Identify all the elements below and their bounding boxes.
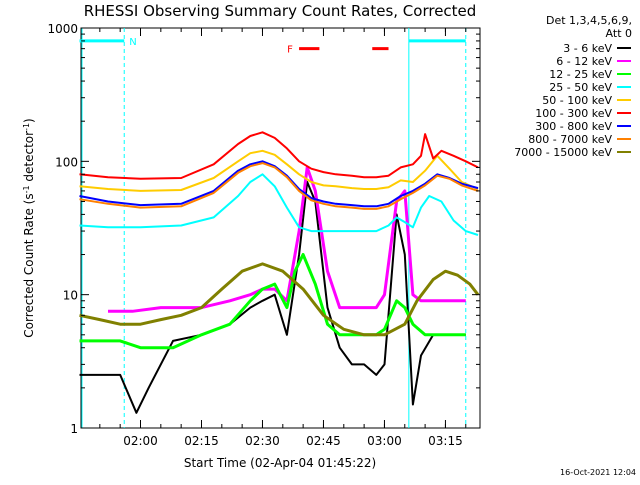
chart-title: RHESSI Observing Summary Count Rates, Co… bbox=[84, 2, 477, 20]
legend-label: 25 - 50 keV bbox=[549, 81, 612, 94]
series-line-3 bbox=[79, 253, 466, 350]
series-layer bbox=[79, 131, 480, 414]
legend-label: 7000 - 15000 keV bbox=[514, 146, 612, 159]
x-tick-label: 02:30 bbox=[245, 434, 280, 448]
plot-frame bbox=[80, 27, 481, 429]
x-tick-label: 02:00 bbox=[123, 434, 158, 448]
legend-label: 3 - 6 keV bbox=[563, 42, 612, 55]
y-tick-label: 100 bbox=[55, 155, 78, 169]
x-tick-label: 03:00 bbox=[367, 434, 402, 448]
x-tick-label: 02:15 bbox=[184, 434, 219, 448]
x-tick-label: 02:45 bbox=[306, 434, 341, 448]
legend-label: 100 - 300 keV bbox=[535, 107, 612, 120]
interval-label: F bbox=[287, 45, 293, 56]
x-axis-label: Start Time (02-Apr-04 01:45:22) bbox=[184, 456, 376, 470]
legend-label: 300 - 800 keV bbox=[535, 120, 612, 133]
legend-label: 800 - 7000 keV bbox=[528, 133, 612, 146]
axes-layer: 02:00 02:15 02:30 02:45 03:00 03:15 1 10 100 1000 bbox=[47, 22, 480, 448]
y-tick-label: 1 bbox=[70, 422, 78, 436]
y-tick-label: 1000 bbox=[47, 22, 78, 36]
series-line-9 bbox=[79, 262, 480, 337]
legend-label: 50 - 100 keV bbox=[542, 94, 612, 107]
interval-label: N bbox=[129, 37, 136, 48]
x-tick-label: 03:15 bbox=[428, 434, 463, 448]
legend-label: 6 - 12 keV bbox=[556, 55, 612, 68]
series-line-4 bbox=[79, 173, 479, 236]
y-tick-label: 10 bbox=[63, 289, 78, 303]
legend-header-line1: Det 1,3,4,5,6,9, bbox=[546, 14, 632, 27]
footer-timestamp: 16-Oct-2021 12:04 bbox=[560, 468, 636, 477]
legend-label: 12 - 25 keV bbox=[549, 68, 612, 81]
series-line-8 bbox=[79, 162, 479, 210]
y-axis-label: Corrected Count Rate (s-1 detector-1) bbox=[22, 118, 37, 337]
series-line-6 bbox=[79, 131, 479, 180]
series-line-5 bbox=[79, 149, 479, 192]
series-line-2 bbox=[108, 165, 466, 313]
series-line-7 bbox=[79, 160, 479, 208]
legend-header-line2: Att 0 bbox=[606, 27, 632, 40]
